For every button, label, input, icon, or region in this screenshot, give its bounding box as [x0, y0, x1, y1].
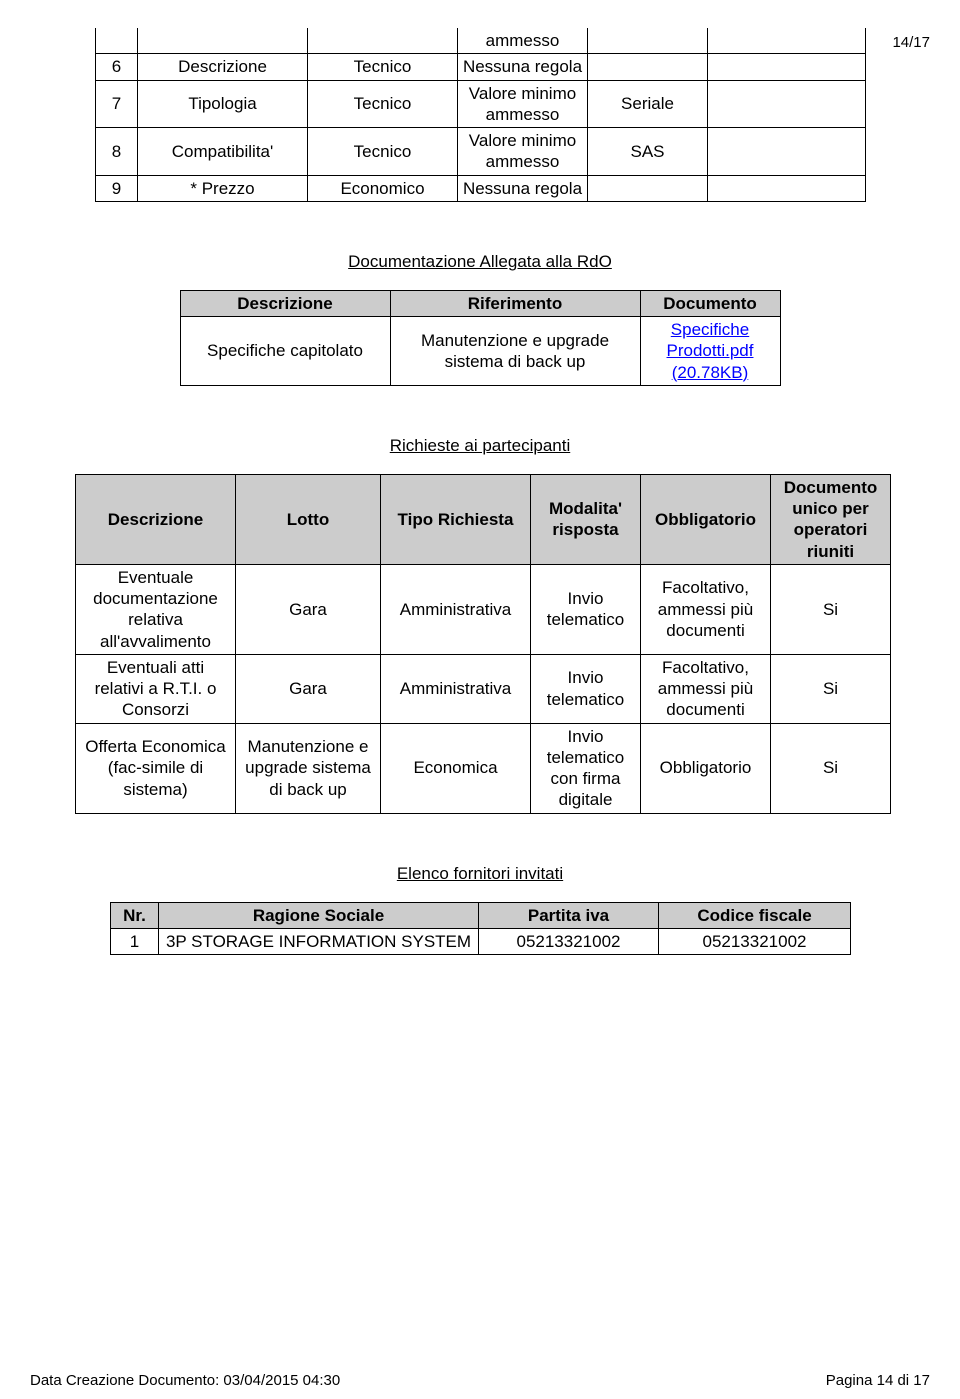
cell: Tecnico [308, 54, 458, 80]
document-link[interactable]: Specifiche Prodotti.pdf (20.78KB) [667, 320, 754, 382]
characteristics-table: ammesso 6 Descrizione Tecnico Nessuna re… [95, 28, 866, 202]
page-footer: Data Creazione Documento: 03/04/2015 04:… [30, 1372, 930, 1389]
cell [708, 80, 866, 128]
cell: 6 [96, 54, 138, 80]
col-header: Partita iva [479, 902, 659, 928]
cell: Offerta Economica (fac-simile di sistema… [76, 723, 236, 813]
allegata-table: Descrizione Riferimento Documento Specif… [180, 290, 781, 386]
table-row: 7 Tipologia Tecnico Valore minimo ammess… [96, 80, 866, 128]
col-header: Lotto [236, 474, 381, 564]
cell: 3P STORAGE INFORMATION SYSTEM [159, 928, 479, 954]
cell: Specifiche capitolato [180, 317, 390, 386]
fornitori-table: Nr. Ragione Sociale Partita iva Codice f… [110, 902, 851, 956]
cell: Tecnico [308, 80, 458, 128]
cell: Manutenzione e upgrade sistema di back u… [390, 317, 640, 386]
col-header: Documento [640, 290, 780, 316]
cell: 05213321002 [479, 928, 659, 954]
cell: Invio telematico [531, 564, 641, 654]
cell: Descrizione [138, 54, 308, 80]
cell: Economica [381, 723, 531, 813]
table-row: 8 Compatibilita' Tecnico Valore minimo a… [96, 128, 866, 176]
cell: Valore minimo ammesso [458, 128, 588, 176]
cell: Gara [236, 654, 381, 723]
cell [708, 175, 866, 201]
cell: Facoltativo, ammessi più documenti [641, 654, 771, 723]
cell [588, 28, 708, 54]
cell: Manutenzione e upgrade sistema di back u… [236, 723, 381, 813]
col-header: Tipo Richiesta [381, 474, 531, 564]
table-row: ammesso [96, 28, 866, 54]
table-row: 1 3P STORAGE INFORMATION SYSTEM 05213321… [111, 928, 851, 954]
table-row: Eventuale documentazione relativa all'av… [76, 564, 891, 654]
table-row: Specifiche capitolato Manutenzione e upg… [180, 317, 780, 386]
cell: Economico [308, 175, 458, 201]
cell [96, 28, 138, 54]
cell: * Prezzo [138, 175, 308, 201]
table-header-row: Descrizione Riferimento Documento [180, 290, 780, 316]
cell: ammesso [458, 28, 588, 54]
cell: Valore minimo ammesso [458, 80, 588, 128]
cell: Si [771, 723, 891, 813]
table-row: Offerta Economica (fac-simile di sistema… [76, 723, 891, 813]
cell: Amministrativa [381, 564, 531, 654]
footer-right: Pagina 14 di 17 [826, 1372, 930, 1389]
cell: Si [771, 654, 891, 723]
cell: Invio telematico [531, 654, 641, 723]
cell [588, 54, 708, 80]
cell: Invio telematico con firma digitale [531, 723, 641, 813]
page: 14/17 ammesso 6 Descrizione Tecnico Ness… [0, 28, 960, 1399]
page-number: 14/17 [892, 34, 930, 51]
cell: 8 [96, 128, 138, 176]
cell [708, 54, 866, 80]
cell: 1 [111, 928, 159, 954]
col-header: Descrizione [180, 290, 390, 316]
section-title-richieste: Richieste ai partecipanti [75, 436, 885, 456]
cell: 7 [96, 80, 138, 128]
cell: Eventuale documentazione relativa all'av… [76, 564, 236, 654]
cell: Tipologia [138, 80, 308, 128]
cell [708, 28, 866, 54]
col-header: Documento unico per operatori riuniti [771, 474, 891, 564]
col-header: Ragione Sociale [159, 902, 479, 928]
footer-left: Data Creazione Documento: 03/04/2015 04:… [30, 1372, 340, 1389]
cell: Tecnico [308, 128, 458, 176]
cell: Si [771, 564, 891, 654]
col-header: Riferimento [390, 290, 640, 316]
cell: Seriale [588, 80, 708, 128]
cell: Obbligatorio [641, 723, 771, 813]
cell: Specifiche Prodotti.pdf (20.78KB) [640, 317, 780, 386]
col-header: Modalita' risposta [531, 474, 641, 564]
col-header: Codice fiscale [659, 902, 851, 928]
cell [138, 28, 308, 54]
cell: Eventuali atti relativi a R.T.I. o Conso… [76, 654, 236, 723]
cell: Nessuna regola [458, 54, 588, 80]
section-title-documentazione: Documentazione Allegata alla RdO [75, 252, 885, 272]
cell: 9 [96, 175, 138, 201]
cell: SAS [588, 128, 708, 176]
cell: Facoltativo, ammessi più documenti [641, 564, 771, 654]
table-row: 9 * Prezzo Economico Nessuna regola [96, 175, 866, 201]
cell: Nessuna regola [458, 175, 588, 201]
cell: Compatibilita' [138, 128, 308, 176]
cell [308, 28, 458, 54]
richieste-table: Descrizione Lotto Tipo Richiesta Modalit… [75, 474, 891, 814]
section-title-fornitori: Elenco fornitori invitati [75, 864, 885, 884]
cell: 05213321002 [659, 928, 851, 954]
table-row: Eventuali atti relativi a R.T.I. o Conso… [76, 654, 891, 723]
table-row: 6 Descrizione Tecnico Nessuna regola [96, 54, 866, 80]
table-header-row: Nr. Ragione Sociale Partita iva Codice f… [111, 902, 851, 928]
col-header: Descrizione [76, 474, 236, 564]
table-header-row: Descrizione Lotto Tipo Richiesta Modalit… [76, 474, 891, 564]
col-header: Obbligatorio [641, 474, 771, 564]
cell [588, 175, 708, 201]
cell: Amministrativa [381, 654, 531, 723]
cell [708, 128, 866, 176]
col-header: Nr. [111, 902, 159, 928]
cell: Gara [236, 564, 381, 654]
